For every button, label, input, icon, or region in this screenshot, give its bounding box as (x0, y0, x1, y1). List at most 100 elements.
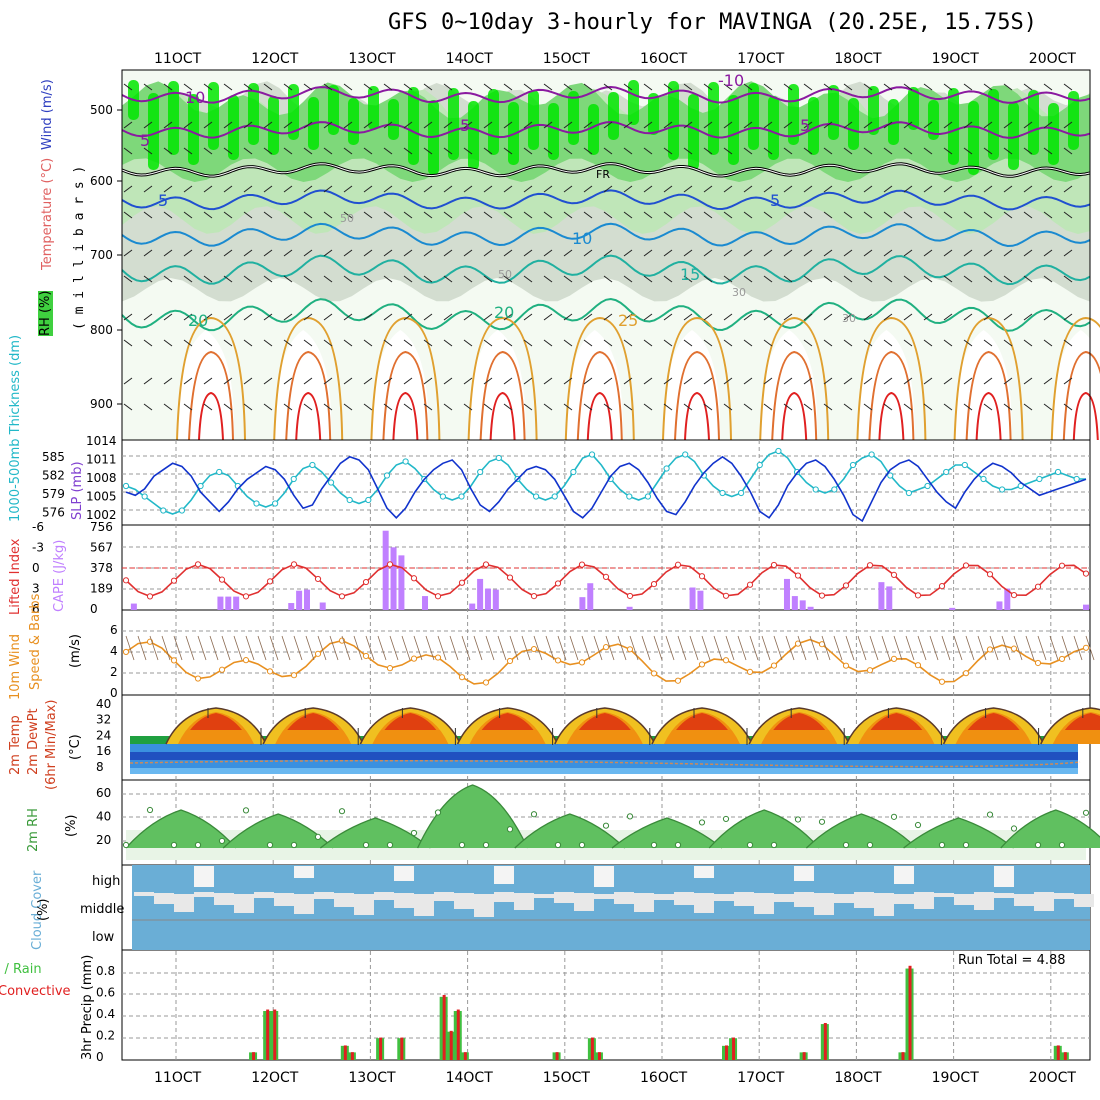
wind10-barb (221, 635, 231, 661)
cloud-high-gap (694, 866, 714, 878)
wind-barb (1023, 185, 1033, 193)
wind10-point (218, 666, 226, 673)
wind-barb (243, 339, 253, 347)
thickness-point (216, 468, 223, 476)
wind-barb (203, 403, 213, 411)
contour-label: FR (596, 168, 610, 181)
cape-bar (233, 596, 240, 610)
wind10-barb (557, 635, 567, 661)
wind-barb (123, 313, 133, 321)
wind-barb (483, 275, 493, 283)
wind-barb (983, 83, 993, 91)
minmax-label: (6hr Min/Max) (44, 699, 59, 790)
wind-barb (483, 147, 493, 155)
wind-barb (963, 275, 973, 283)
lifted-index-point (890, 571, 898, 579)
wind-barb (143, 339, 153, 347)
precip-conv-bar (901, 1052, 905, 1060)
wind-barb (303, 185, 313, 193)
wind-barb (263, 83, 273, 91)
contour-label: 30 (842, 312, 856, 325)
precip-conv-bar (590, 1037, 594, 1060)
contour-30c (771, 350, 818, 441)
wind-barb (583, 147, 593, 155)
wind10-barb (293, 635, 303, 661)
wind-barb (503, 403, 513, 411)
wind-barb (383, 249, 393, 257)
wind-barb (503, 313, 513, 321)
lifted-index-point (914, 592, 922, 599)
rh2m-hump (417, 785, 528, 848)
wind10-barb (701, 635, 711, 661)
wind10-unit-label: (m/s) (68, 634, 83, 668)
precip-conv-bar (449, 1030, 453, 1060)
cloud-middle-gap (414, 894, 434, 916)
wind-barb (383, 377, 393, 385)
cape-label: CAPE (J/kg) (52, 539, 67, 612)
wind-barb (303, 377, 313, 385)
wind10-barb (233, 635, 243, 661)
cape-bar (886, 586, 893, 610)
wind10-barb (749, 635, 759, 661)
wind-barb (403, 185, 413, 193)
rh2m-hump (126, 810, 236, 848)
wind-barb (623, 275, 633, 283)
wind-barb (423, 313, 433, 321)
date-label-top: 20OCT (1029, 51, 1077, 67)
wind-barb (503, 147, 513, 155)
wind-barb (723, 313, 733, 321)
temp-hump-red (967, 713, 1020, 730)
wind-barb (823, 403, 833, 411)
wind-barb (123, 185, 133, 193)
thickness-point (588, 451, 596, 458)
pressure-tick: 500 (90, 103, 113, 117)
rh2m-point (626, 813, 634, 820)
wind-barb (223, 121, 233, 129)
wind-barb (443, 313, 453, 321)
wind-barb (723, 377, 733, 385)
wind-barb (403, 377, 413, 385)
wind10-tick: 2 (110, 665, 118, 679)
wind-barb (943, 147, 953, 155)
thickness-point (309, 461, 316, 469)
wind-barb (423, 211, 433, 219)
rh2m-point (266, 841, 274, 849)
cape-bar (217, 596, 224, 610)
cloud-middle-gap (754, 893, 774, 914)
wind-barb (183, 403, 193, 411)
wind-barb (703, 185, 713, 193)
wind-barb (183, 339, 193, 347)
wind-barb (183, 147, 193, 155)
contour-30c (965, 350, 1012, 441)
cape-bar (422, 596, 429, 610)
wind-barb (603, 185, 613, 193)
thickness-point (197, 482, 204, 490)
wind10-point (1010, 645, 1018, 652)
wind10-barb (185, 635, 195, 661)
wind-barb (723, 147, 733, 155)
wind10-point (482, 679, 490, 686)
wind-barb (563, 275, 573, 283)
wind10-barb (821, 635, 831, 661)
wind10-barb (725, 635, 735, 661)
wind-barb (1063, 377, 1073, 385)
wind-barb (943, 211, 953, 219)
lifted-index-point (194, 561, 202, 568)
rh2m-point (1082, 809, 1090, 816)
wind-barb (423, 147, 433, 155)
wind-barb (123, 339, 133, 347)
wind-barb (343, 211, 353, 219)
rh2m-line (319, 817, 431, 849)
wind-barb (303, 313, 313, 321)
rh2m-point (602, 822, 610, 829)
date-label-top: 17OCT (737, 51, 785, 67)
wind-barb (903, 403, 913, 411)
wind-barb (463, 147, 473, 155)
wind-barb (803, 147, 813, 155)
thickness-point (570, 468, 577, 476)
rh-high-cell (568, 91, 579, 145)
wind-barb (643, 83, 653, 91)
wind-barb (243, 403, 253, 411)
wind-barb (463, 185, 473, 193)
wind-barb (123, 121, 133, 129)
